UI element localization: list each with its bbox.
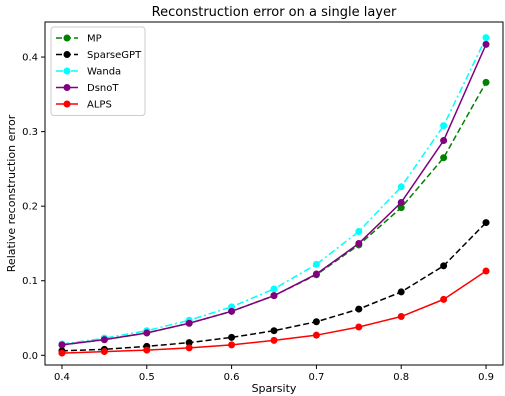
legend-marker-alps: [63, 100, 71, 108]
x-tick-label: 0.9: [478, 372, 494, 383]
data-point-wanda: [482, 34, 490, 42]
x-tick-label: 0.6: [224, 372, 240, 383]
y-axis-label: Relative reconstruction error: [5, 114, 18, 272]
data-point-sparsegpt: [228, 333, 236, 341]
series-line-sparsegpt: [61, 222, 487, 352]
y-tick-label: 0.3: [22, 127, 38, 138]
legend-marker-wanda: [63, 67, 71, 75]
x-axis-label: Sparsity: [252, 382, 297, 395]
data-point-dsnot: [482, 40, 490, 48]
data-point-dsnot: [270, 292, 278, 300]
data-point-alps: [185, 344, 193, 352]
data-point-dsnot: [397, 198, 405, 206]
x-tick-label: 0.7: [308, 372, 324, 383]
data-point-dsnot: [312, 270, 320, 278]
y-tick-label: 0.4: [22, 53, 38, 64]
data-point-dsnot: [355, 239, 363, 247]
data-point-dsnot: [228, 307, 236, 315]
data-point-alps: [312, 331, 320, 339]
data-point-alps: [58, 349, 66, 357]
data-point-dsnot: [440, 137, 448, 145]
data-point-alps: [143, 346, 151, 354]
data-point-wanda: [355, 228, 363, 236]
legend-marker-sparsegpt: [63, 51, 71, 58]
data-point-sparsegpt: [185, 339, 193, 347]
axes-frame: [44, 21, 504, 366]
series-line-mp: [61, 82, 487, 346]
x-tick-label: 0.4: [54, 372, 70, 383]
plot-area: [58, 34, 490, 357]
x-tick-label: 0.5: [139, 372, 155, 383]
data-point-wanda: [440, 122, 448, 130]
y-tick-label: 0.2: [22, 202, 38, 213]
y-axis: 0.0 0.1 0.2 0.3 0.4: [22, 53, 45, 362]
legend-label-alps: ALPS: [87, 100, 112, 111]
data-point-sparsegpt: [440, 262, 448, 270]
data-point-wanda: [397, 183, 405, 191]
data-point-sparsegpt: [270, 327, 278, 335]
data-point-sparsegpt: [312, 318, 320, 326]
y-tick-label: 0.0: [22, 351, 38, 362]
data-point-alps: [482, 267, 490, 275]
data-point-sparsegpt: [397, 288, 405, 296]
chart-title: Reconstruction error on a single layer: [152, 5, 397, 20]
data-point-alps: [355, 323, 363, 331]
legend-label-sparsegpt: SparseGPT: [87, 50, 142, 61]
data-point-mp: [482, 78, 490, 86]
legend-label-mp: MP: [87, 34, 102, 45]
legend-label-wanda: Wanda: [87, 67, 121, 78]
data-point-wanda: [270, 285, 278, 293]
data-point-dsnot: [185, 319, 193, 327]
legend-box: [50, 26, 146, 116]
data-point-sparsegpt: [355, 305, 363, 313]
x-axis: 0.4 0.5 0.6 0.7 0.8 0.9: [54, 365, 494, 383]
data-point-dsnot: [58, 341, 66, 349]
data-point-alps: [440, 295, 448, 303]
data-point-dsnot: [100, 336, 108, 344]
x-tick-label: 0.8: [393, 372, 409, 383]
data-point-alps: [397, 313, 405, 321]
legend-marker-dsnot: [63, 84, 71, 91]
data-point-alps: [270, 336, 278, 344]
legend-marker-mp: [63, 34, 71, 42]
legend: MP SparseGPT Wanda DsnoT ALPS: [50, 26, 146, 116]
legend-label-dsnot: DsnoT: [87, 83, 119, 94]
data-point-mp: [440, 154, 448, 162]
data-point-sparsegpt: [482, 219, 490, 227]
data-point-alps: [100, 348, 108, 356]
data-point-mp: [397, 204, 405, 212]
y-tick-label: 0.1: [22, 276, 38, 287]
data-point-wanda: [312, 260, 320, 268]
data-point-dsnot: [143, 329, 151, 337]
data-point-alps: [228, 341, 236, 349]
